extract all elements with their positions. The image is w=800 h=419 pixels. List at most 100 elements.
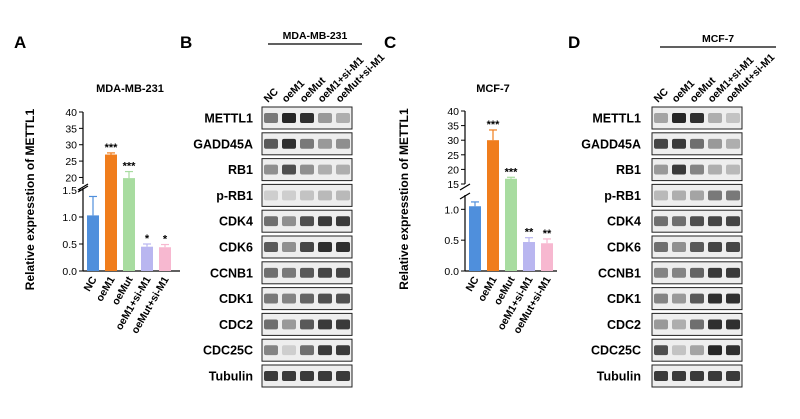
blot-band (318, 164, 332, 175)
axis-break-mark (77, 183, 89, 191)
blot-band (672, 371, 686, 381)
protein-label: GADD45A (581, 137, 641, 151)
blot-band (708, 242, 722, 252)
blot-band (726, 293, 740, 304)
blot-band (264, 293, 278, 304)
blot-band (726, 242, 740, 252)
blot-band (282, 164, 296, 175)
blot-band (672, 345, 686, 356)
blot-band (336, 345, 350, 356)
blot-band (672, 113, 686, 123)
protein-label: METTL1 (204, 112, 253, 126)
blot-band (264, 216, 278, 227)
blot-band (282, 371, 296, 381)
blot-band (690, 113, 704, 123)
blot-strip (261, 158, 353, 182)
y-tick-label: 1.0 (62, 212, 77, 224)
blot-band (708, 319, 722, 330)
y-tick-label: 25 (65, 156, 77, 168)
blot-band (264, 267, 278, 278)
blot-band (300, 216, 314, 227)
blot-band (336, 267, 350, 278)
blot-band (318, 113, 332, 123)
blot-band (690, 242, 704, 252)
bar (487, 140, 499, 271)
y-tick-label: 0.5 (444, 235, 459, 247)
blot-band (282, 138, 296, 149)
blot-band (318, 319, 332, 330)
blot-band (654, 216, 668, 227)
y-tick-label: 40 (65, 107, 77, 119)
blot-band (708, 345, 722, 356)
blot-band (672, 164, 686, 175)
significance-label: * (145, 233, 150, 245)
blot-band (708, 293, 722, 304)
protein-label: p-RB1 (216, 189, 253, 203)
protein-label: CDK6 (219, 241, 253, 255)
blot-band (300, 164, 314, 175)
y-tick-label: 30 (447, 135, 459, 147)
blot-band (318, 242, 332, 252)
blot-band (336, 216, 350, 227)
blot-band (690, 267, 704, 278)
blot-band (264, 113, 278, 123)
blot-band (282, 345, 296, 356)
blot-band (672, 216, 686, 227)
blot-band (690, 319, 704, 330)
protein-label: CCNB1 (598, 266, 641, 280)
blot-band (282, 190, 296, 201)
blot-band (726, 164, 740, 175)
panel-letter: C (384, 33, 396, 52)
blot-band (654, 267, 668, 278)
blot-band (336, 319, 350, 330)
y-axis-label: Relative expresstion of METTL1 (23, 108, 37, 290)
protein-label: GADD45A (193, 137, 253, 151)
protein-label: CDK1 (219, 292, 253, 306)
panel-letter: B (180, 33, 192, 52)
blot-band (300, 345, 314, 356)
blot-band (654, 293, 668, 304)
blot-band (654, 138, 668, 149)
panel-c-chart: C MCF-7 Relative expresstion of METTL1 0.0 0… (384, 33, 557, 336)
blot-band (264, 190, 278, 201)
blot-band (726, 371, 740, 381)
significance-label: *** (505, 166, 519, 178)
y-tick-label: 35 (65, 123, 77, 135)
blot-band (654, 113, 668, 123)
blot-band (708, 138, 722, 149)
blot-band (336, 242, 350, 252)
blot-band (318, 267, 332, 278)
blot-band (672, 138, 686, 149)
blot-band (300, 242, 314, 252)
protein-label: RB1 (228, 163, 253, 177)
axis-break-mark (459, 192, 471, 200)
significance-label: *** (123, 161, 137, 173)
blot-band (300, 371, 314, 381)
blot-band (318, 293, 332, 304)
y-tick-label: 25 (447, 150, 459, 162)
y-tick-label: 15 (447, 179, 459, 191)
blot-band (300, 319, 314, 330)
blot-band (654, 345, 668, 356)
blot-band (654, 164, 668, 175)
bar (469, 206, 481, 271)
protein-label: CDC2 (219, 318, 253, 332)
blot-band (654, 319, 668, 330)
blot-band (318, 216, 332, 227)
blot-band (336, 190, 350, 201)
blot-band (672, 242, 686, 252)
blot-band (654, 190, 668, 201)
blot-band (264, 164, 278, 175)
blot-strip (261, 183, 353, 207)
blot-band (726, 319, 740, 330)
blot-band (690, 216, 704, 227)
blot-band (336, 138, 350, 149)
panel-letter: A (14, 33, 26, 52)
y-tick-label: 20 (447, 164, 459, 176)
blot-band (300, 267, 314, 278)
blot-band (672, 267, 686, 278)
blot-band (690, 164, 704, 175)
y-tick-label: 35 (447, 121, 459, 133)
blot-band (264, 242, 278, 252)
